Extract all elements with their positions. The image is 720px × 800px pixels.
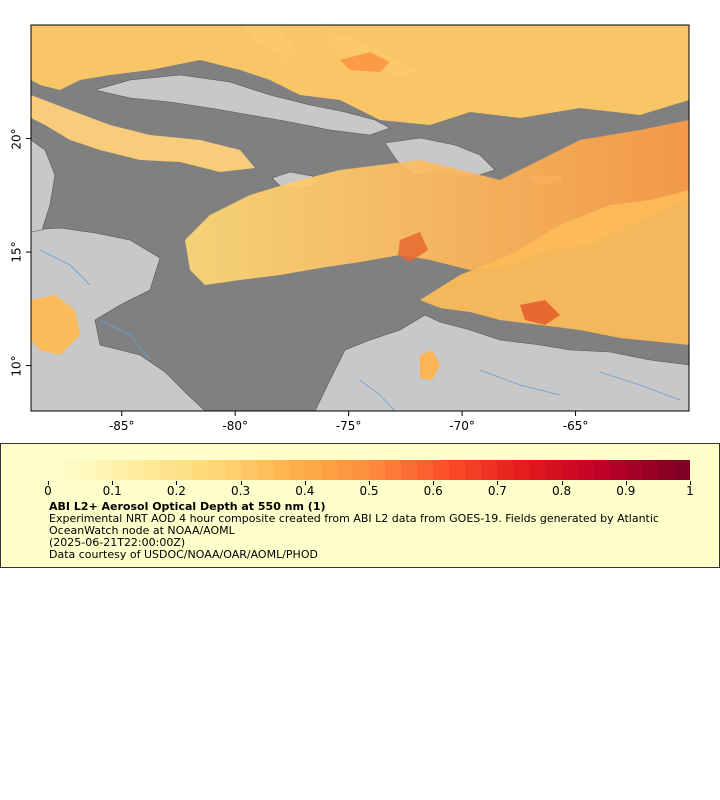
colorbar-tick-label: 0.3: [231, 484, 251, 498]
colorbar-swatch: [513, 460, 530, 480]
colorbar-swatch: [449, 460, 466, 480]
x-tick-label: -75°: [335, 419, 362, 433]
colorbar-swatch: [561, 460, 578, 480]
aod-gulf-of-honduras: [31, 295, 80, 355]
land-cuba: [94, 74, 391, 136]
colorbar-tick-label: 0.2: [166, 484, 186, 498]
colorbar-swatch: [128, 460, 145, 480]
colorbar-swatch: [80, 460, 97, 480]
aod-hotspot-north: [340, 52, 390, 72]
aod-east-plume: [420, 190, 689, 345]
colorbar-swatch: [384, 460, 402, 480]
colorbar-tick-label: 0.6: [423, 484, 443, 498]
map-panel: -85° -80° -75° -70° -65° 10° 15° 20°: [9, 24, 690, 433]
colorbar: [48, 460, 690, 480]
colorbar-swatch: [96, 460, 113, 480]
colorbar-swatch: [529, 460, 546, 480]
colorbar-tick-mark: [369, 481, 370, 485]
colorbar-tick-mark: [112, 481, 114, 485]
colorbar-swatch: [465, 460, 482, 480]
axis-ticks: [26, 138, 577, 416]
aod-layer: [31, 25, 689, 380]
colorbar-swatch: [304, 460, 321, 480]
colorbar-swatch: [176, 460, 193, 480]
x-tick-label: -80°: [222, 419, 249, 433]
colorbar-tick-mark: [304, 481, 306, 485]
colorbar-swatch: [336, 460, 353, 480]
legend-title: ABI L2+ Aerosol Optical Depth at 550 nm …: [49, 500, 326, 513]
colorbar-swatch: [577, 460, 594, 480]
x-tick-label: -70°: [449, 419, 475, 433]
colorbar-swatch: [641, 460, 658, 480]
rivers-layer: [39, 249, 681, 411]
colorbar-swatch: [433, 460, 450, 480]
colorbar-swatch: [256, 460, 273, 480]
colorbar-swatch: [48, 460, 65, 480]
colorbar-tick-label: 1: [686, 484, 694, 498]
colorbar-swatch: [352, 460, 369, 480]
aod-north-band: [31, 25, 689, 125]
y-tick-label: 10°: [9, 354, 24, 377]
colorbar-swatch: [657, 460, 674, 480]
legend-credit: Data courtesy of USDOC/NOAA/OAR/AOML/PHO…: [49, 548, 318, 561]
land-yucatan: [31, 139, 56, 233]
colorbar-swatch: [288, 460, 305, 480]
land-central-america: [31, 227, 206, 411]
colorbar-tick-mark: [690, 481, 691, 485]
y-tick-label: 20°: [9, 127, 24, 150]
y-tick-label: 15°: [9, 241, 24, 263]
legend-panel: 0 0.1 0.2 0.3 0.4 0.5 0.6 0.7 0.8 0.9 1 ABI L2+ Ae…: [0, 443, 720, 568]
colorbar-swatch: [64, 460, 81, 480]
colorbar-tick-mark: [433, 481, 435, 485]
colorbar-tick-label: 0.9: [616, 484, 636, 498]
colorbar-tick-label: 0.5: [359, 484, 379, 498]
colorbar-swatch: [609, 460, 626, 480]
legend-timestamp: (2025-06-21T22:00:00Z): [49, 536, 186, 549]
colorbar-tick-label: 0.4: [295, 484, 315, 498]
colorbar-swatch: [481, 460, 498, 480]
aod-hotspot-center: [398, 232, 428, 262]
colorbar-tick-mark: [48, 481, 49, 485]
colorbar-tick-mark: [497, 481, 499, 485]
colorbar-swatch: [673, 460, 690, 480]
x-tick-label: -65°: [562, 419, 589, 433]
colorbar-swatch: [144, 460, 161, 480]
colorbar-swatch: [160, 460, 177, 480]
land-south-america: [314, 314, 689, 411]
colorbar-swatch: [497, 460, 514, 480]
aod-gulf-patch: [31, 95, 255, 172]
colorbar-swatch: [625, 460, 642, 480]
legend-description: Experimental NRT AOD 4 hour composite cr…: [49, 512, 659, 537]
aod-map: [26, 24, 690, 416]
colorbar-swatch: [368, 460, 385, 480]
colorbar-swatch: [224, 460, 241, 480]
colorbar-tick-label: 0.8: [552, 484, 572, 498]
colorbar-tick-label: 0: [44, 484, 52, 498]
colorbar-swatch: [545, 460, 562, 480]
colorbar-tick-label: 0.1: [102, 484, 122, 498]
colorbar-swatch: [112, 460, 129, 480]
colorbar-tick-mark: [625, 481, 627, 485]
colorbar-tick-mark: [240, 481, 242, 485]
colorbar-swatch: [240, 460, 257, 480]
colorbar-swatch: [192, 460, 209, 480]
colorbar-swatch: [208, 460, 225, 480]
colorbar-swatch: [593, 460, 610, 480]
aod-maracaibo: [420, 350, 440, 380]
colorbar-swatch: [417, 460, 434, 480]
aod-hotspot-east: [520, 300, 560, 325]
colorbar-swatch: [320, 460, 337, 480]
colorbar-tick-mark: [176, 481, 178, 485]
plot-frame: [30, 24, 690, 412]
colorbar-swatch: [272, 460, 289, 480]
x-tick-label: -85°: [108, 419, 135, 433]
colorbar-tick-label: 0.7: [487, 484, 507, 498]
colorbar-swatch: [401, 460, 418, 480]
colorbar-tick-mark: [561, 481, 563, 485]
